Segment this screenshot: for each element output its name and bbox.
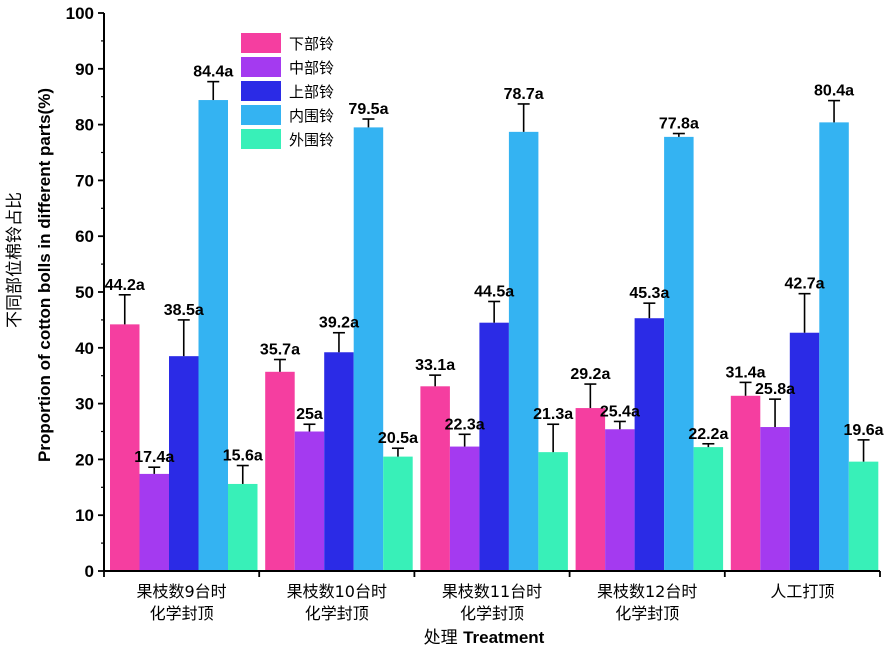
bar	[420, 386, 450, 571]
data-label: 15.6a	[223, 448, 263, 465]
y-tick-label: 40	[75, 339, 94, 358]
bar	[538, 452, 568, 571]
y-tick-label: 100	[66, 4, 94, 23]
x-tick-label: 果枝数12台时	[597, 582, 697, 601]
y-tick-label: 30	[75, 395, 94, 414]
legend-swatch	[241, 33, 281, 53]
bar	[479, 322, 509, 571]
data-label: 29.2a	[570, 366, 610, 383]
bar	[353, 127, 384, 571]
bar	[198, 100, 228, 571]
bar	[605, 429, 635, 571]
error-bars-group	[118, 80, 870, 484]
data-label: 25a	[296, 406, 323, 423]
data-label: 33.1a	[415, 357, 455, 374]
y-tick-label: 0	[85, 562, 94, 581]
bar	[139, 473, 169, 571]
bar	[789, 332, 820, 571]
data-label: 44.2a	[105, 277, 145, 294]
bar	[449, 446, 480, 571]
legend-label: 内围铃	[289, 107, 334, 125]
data-label: 21.3a	[533, 406, 573, 423]
bar	[508, 131, 539, 571]
data-label: 77.8a	[659, 116, 699, 133]
bar	[730, 395, 761, 571]
legend-swatch	[241, 57, 281, 77]
x-tick-label: 化学封顶	[150, 604, 214, 623]
x-axis-title: 处理 Treatment	[424, 628, 545, 648]
bar	[664, 136, 694, 571]
legend-label: 外围铃	[289, 131, 334, 149]
data-label: 35.7a	[260, 342, 300, 359]
data-label: 25.4a	[600, 403, 640, 420]
data-label: 44.5a	[474, 283, 514, 300]
x-tick-label: 人工打顶	[770, 582, 834, 601]
data-label: 84.4a	[193, 64, 233, 81]
data-label: 45.3a	[629, 285, 669, 302]
bar-labels-group: 44.2a 35.7a 33.1a 29.2a 31.4a 17.4a 25a 22.3a 25…	[105, 64, 884, 467]
y-axis-title-en: Proportion of cotton bolls in different …	[35, 88, 54, 462]
bar	[848, 461, 879, 571]
data-label: 17.4a	[134, 449, 174, 466]
y-tick-label: 50	[75, 283, 94, 302]
y-tick-label: 20	[75, 450, 94, 469]
data-label: 20.5a	[378, 430, 418, 447]
bar	[634, 318, 665, 571]
data-label: 79.5a	[348, 101, 388, 118]
bar	[265, 371, 295, 571]
bar	[760, 427, 790, 571]
data-label: 42.7a	[785, 276, 825, 293]
y-tick-label: 10	[75, 506, 94, 525]
bar	[819, 122, 849, 572]
bar	[110, 324, 140, 571]
data-label: 19.6a	[844, 422, 884, 439]
bars-group	[110, 100, 879, 572]
data-label: 39.2a	[319, 315, 359, 332]
y-tick-label: 70	[75, 171, 94, 190]
x-axis-title-en: Treatment	[463, 628, 545, 647]
data-label: 31.4a	[726, 364, 766, 381]
data-label: 38.5a	[164, 302, 204, 319]
x-tick-label: 化学封顶	[460, 604, 524, 623]
legend-swatch	[241, 81, 281, 101]
x-tick-label: 化学封顶	[305, 604, 369, 623]
y-tick-label: 80	[75, 116, 94, 135]
data-label: 80.4a	[814, 83, 854, 100]
y-tick-label: 90	[75, 60, 94, 79]
bar	[383, 456, 413, 571]
legend-label: 下部铃	[289, 35, 334, 53]
bar	[693, 447, 724, 571]
x-tick-label: 果枝数9台时	[137, 582, 227, 601]
x-axis-title-cn: 处理	[424, 628, 463, 648]
legend-label: 中部铃	[289, 59, 334, 77]
bar	[169, 356, 199, 571]
axes-group: 0102030405060708090100果枝数9台时化学封顶果枝数10台时化…	[66, 4, 881, 623]
data-label: 25.8a	[755, 381, 795, 398]
bar	[324, 352, 354, 571]
bar	[575, 408, 606, 571]
legend-swatch	[241, 105, 281, 125]
x-tick-label: 果枝数10台时	[287, 582, 387, 601]
legend-label: 上部铃	[289, 83, 334, 101]
y-tick-label: 60	[75, 227, 94, 246]
y-axis-title-cn: 不同部位棉铃占比	[5, 192, 25, 328]
data-label: 22.2a	[688, 426, 728, 443]
data-label: 22.3a	[445, 416, 485, 433]
bar	[294, 431, 325, 571]
data-label: 78.7a	[504, 86, 544, 103]
bar	[228, 483, 258, 571]
axis-titles: 处理 Treatment 不同部位棉铃占比 Proportion of cotton…	[5, 88, 545, 648]
legend-swatch	[241, 129, 281, 149]
x-tick-label: 果枝数11台时	[442, 582, 542, 601]
x-tick-label: 化学封顶	[615, 604, 679, 623]
